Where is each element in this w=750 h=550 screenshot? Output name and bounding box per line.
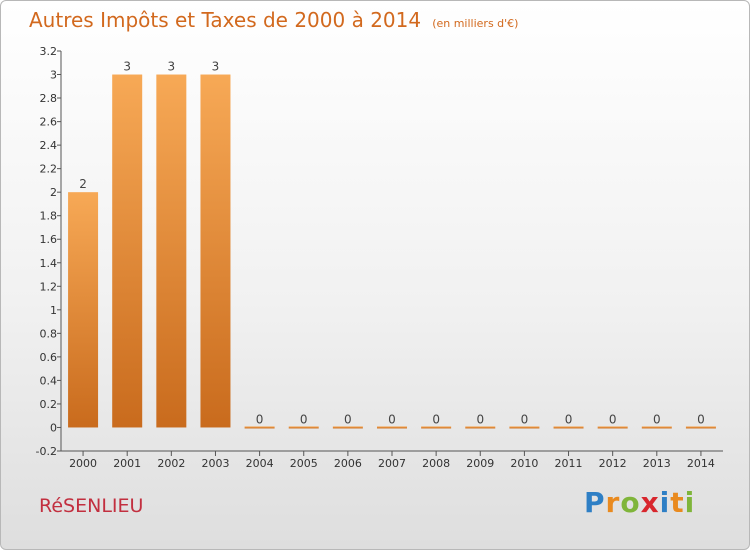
x-tick-label: 2007: [378, 457, 406, 470]
chart-bars: [68, 74, 716, 429]
data-label: 0: [476, 412, 484, 426]
x-tick-label: 2000: [69, 457, 97, 470]
data-label: 3: [123, 60, 131, 74]
data-label: 0: [388, 412, 396, 426]
x-tick-label: 2011: [555, 457, 583, 470]
y-tick-label: 1.2: [40, 280, 58, 293]
y-tick-label: 0.8: [40, 327, 58, 340]
bar-2004: [244, 426, 275, 429]
logo-letter: P: [584, 486, 606, 519]
bar-2005: [288, 426, 319, 429]
x-tick-label: 2005: [290, 457, 318, 470]
x-tick-label: 2004: [246, 457, 274, 470]
y-tick-label: 3: [50, 69, 57, 82]
data-label: 3: [212, 60, 220, 74]
bar-2014: [685, 426, 716, 429]
y-tick-label: 2: [50, 186, 57, 199]
data-label: 0: [521, 412, 529, 426]
y-tick-label: 1.4: [40, 257, 58, 270]
chart-axes: -0.2 0 0.2 0.4 0.6 0.8 1 1.2 1.4 1.6 1.8 2 2.2 2.4 2.6…: [36, 45, 723, 470]
chart-title: Autres Impôts et Taxes de 2000 à 2014: [29, 8, 422, 32]
y-tick-label: 1.6: [40, 233, 58, 246]
y-tick-label: 2.8: [40, 92, 58, 105]
proxiti-logo[interactable]: Proxiti: [584, 486, 695, 519]
logo-letter: r: [605, 486, 621, 519]
bar-2007: [377, 426, 407, 429]
bar-2003: [200, 74, 231, 428]
x-tick-label: 2001: [113, 457, 141, 470]
x-tick-label: 2003: [201, 457, 229, 470]
data-label: 0: [256, 412, 264, 426]
logo-letter: i: [684, 486, 696, 519]
y-tick-label: 0: [50, 421, 57, 434]
y-tick-label: 0.2: [40, 398, 58, 411]
logo-letter: t: [670, 486, 685, 519]
data-label: 0: [300, 412, 308, 426]
logo-letter: x: [640, 486, 660, 519]
x-tick-label: 2009: [466, 457, 494, 470]
data-label: 0: [565, 412, 573, 426]
data-label: 0: [344, 412, 352, 426]
bar-2009: [465, 426, 496, 429]
y-tick-label: 0.4: [40, 374, 58, 387]
y-tick-label: 1: [50, 304, 57, 317]
y-tick-label: 2.2: [40, 163, 58, 176]
commune-name: RéSENLIEU: [39, 495, 144, 517]
data-label: 2: [79, 177, 87, 191]
x-tick-label: 2014: [687, 457, 715, 470]
bar-2012: [597, 426, 628, 429]
chart-unit: (en milliers d'€): [432, 17, 519, 30]
y-tick-label: 2.4: [40, 139, 58, 152]
data-label: 0: [653, 412, 661, 426]
x-tick-label: 2002: [157, 457, 185, 470]
bar-2013: [641, 426, 672, 429]
logo-letter: o: [620, 486, 641, 519]
y-tick-label: 3.2: [40, 45, 58, 58]
y-tick-label: -0.2: [36, 445, 57, 458]
bar-2001: [112, 74, 143, 428]
y-tick-label: 0.6: [40, 351, 58, 364]
data-label: 3: [168, 60, 176, 74]
bar-2010: [509, 426, 540, 429]
bar-2008: [421, 426, 452, 429]
data-label: 0: [432, 412, 440, 426]
x-tick-label: 2012: [599, 457, 627, 470]
x-tick-label: 2013: [643, 457, 671, 470]
bar-2000: [68, 192, 99, 428]
bar-2006: [332, 426, 363, 429]
y-tick-label: 2.6: [40, 116, 58, 129]
chart-title-row: Autres Impôts et Taxes de 2000 à 2014 (e…: [29, 8, 518, 32]
bar-2011: [553, 426, 584, 429]
data-label: 0: [609, 412, 617, 426]
x-tick-label: 2006: [334, 457, 362, 470]
x-tick-label: 2010: [510, 457, 538, 470]
logo-letter: i: [659, 486, 671, 519]
data-label: 0: [697, 412, 705, 426]
y-tick-label: 1.8: [40, 210, 58, 223]
bar-2002: [156, 74, 187, 428]
x-tick-label: 2008: [422, 457, 450, 470]
chart-data-labels: 2 3 3 3 0 0 0 0 0 0 0 0 0 0 0: [79, 60, 705, 427]
